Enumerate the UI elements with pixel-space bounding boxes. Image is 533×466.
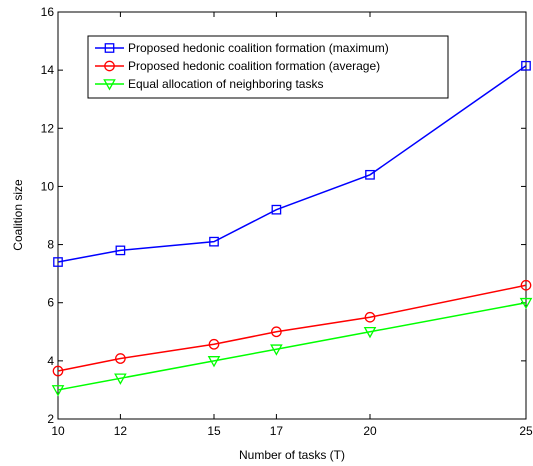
x-tick-label: 25 [519, 424, 533, 438]
series-2 [52, 279, 532, 377]
y-tick-label: 16 [41, 5, 55, 19]
y-tick-label: 2 [47, 412, 54, 426]
axis-ticks: 10 12 15 17 20 25 2 4 6 8 10 12 14 16 [41, 5, 533, 438]
legend-items: Proposed hedonic coalition formation (ma… [95, 41, 389, 91]
data-point [270, 344, 283, 356]
x-axis-label: Number of tasks (T) [239, 448, 345, 462]
x-tick-label: 17 [270, 424, 284, 438]
data-point [208, 338, 220, 350]
data-point [115, 353, 126, 364]
data-point [365, 169, 375, 180]
series-layer [51, 60, 533, 397]
y-tick-label: 4 [47, 354, 54, 368]
data-point [363, 326, 377, 339]
series-line [57, 65, 527, 263]
legend-item: Proposed hedonic coalition formation (ma… [95, 41, 389, 55]
data-point [521, 60, 531, 71]
series-3 [51, 297, 533, 397]
legend-label: Equal allocation of neighboring tasks [128, 77, 323, 91]
legend-marker [103, 79, 116, 91]
y-axis-label: Coalition size [11, 179, 25, 251]
data-point [207, 356, 221, 368]
data-point [114, 373, 127, 385]
data-point [209, 236, 219, 247]
y-tick-label: 14 [41, 63, 55, 77]
y-tick-label: 12 [41, 121, 55, 135]
data-point [52, 365, 64, 377]
legend-marker [104, 60, 115, 72]
legend-label: Proposed hedonic coalition formation (av… [128, 59, 380, 73]
data-point [51, 385, 65, 397]
legend-marker [104, 43, 115, 53]
x-tick-label: 20 [363, 424, 377, 438]
series-line [57, 284, 527, 372]
series-1 [53, 60, 531, 267]
data-point [53, 257, 63, 267]
y-tick-label: 8 [47, 238, 54, 252]
data-point [520, 279, 532, 291]
legend: Proposed hedonic coalition formation (ma… [87, 35, 449, 99]
legend-label: Proposed hedonic coalition formation (ma… [128, 41, 389, 55]
data-point [519, 297, 533, 310]
data-point [271, 326, 282, 338]
legend-box [87, 35, 449, 99]
legend-item: Equal allocation of neighboring tasks [95, 77, 323, 91]
y-tick-label: 6 [47, 296, 54, 310]
data-point [364, 311, 376, 323]
data-point [115, 245, 126, 256]
data-point [271, 204, 282, 215]
x-tick-label: 15 [207, 424, 221, 438]
x-tick-label: 12 [114, 424, 128, 438]
y-tick-label: 10 [41, 179, 55, 193]
legend-item: Proposed hedonic coalition formation (av… [95, 59, 380, 73]
series-line [57, 301, 527, 391]
x-tick-label: 10 [51, 424, 65, 438]
